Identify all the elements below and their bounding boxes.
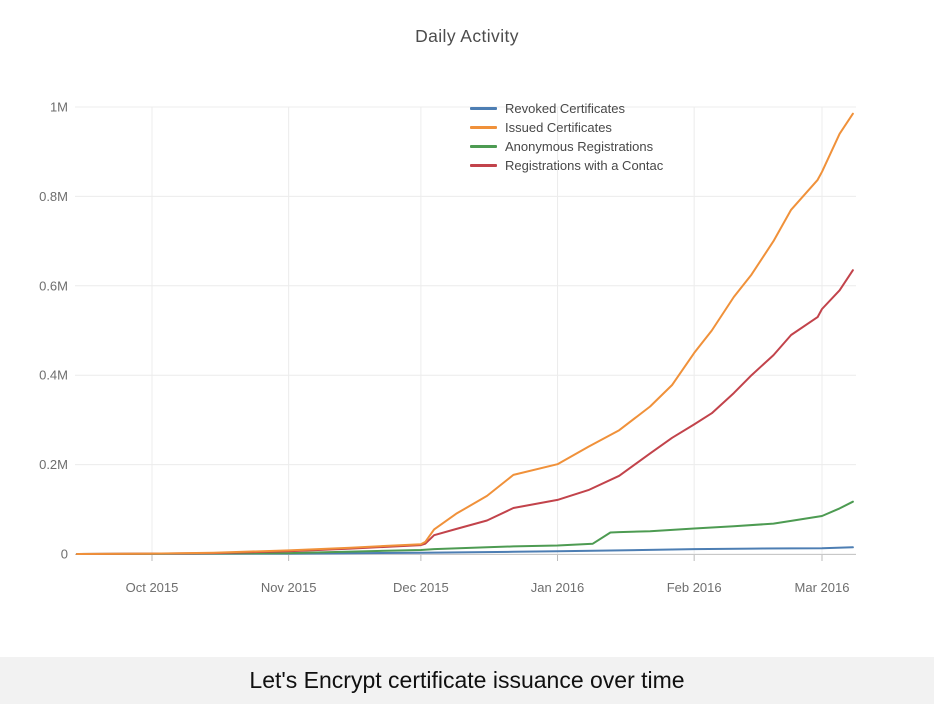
caption-bar: Let's Encrypt certificate issuance over … <box>0 657 934 704</box>
legend-line-swatch <box>470 145 497 148</box>
y-tick-label: 0 <box>61 547 68 562</box>
x-tick-label: Nov 2015 <box>261 580 317 595</box>
legend-line-swatch <box>470 164 497 167</box>
legend-item-revoked-certificates[interactable]: Revoked Certificates <box>470 99 663 118</box>
y-tick-label: 0.8M <box>39 189 68 204</box>
legend-item-registrations-with-contact[interactable]: Registrations with a Contac <box>470 156 663 175</box>
x-tick-label: Jan 2016 <box>531 580 585 595</box>
chart-title: Daily Activity <box>415 26 519 46</box>
legend-label: Revoked Certificates <box>505 101 625 116</box>
y-tick-label: 0.6M <box>39 278 68 293</box>
caption-text: Let's Encrypt certificate issuance over … <box>249 667 685 693</box>
y-tick-label: 0.2M <box>39 457 68 472</box>
x-tick-label: Feb 2016 <box>667 580 722 595</box>
legend-line-swatch <box>470 107 497 110</box>
series-line-anonymous-registrations <box>76 500 854 555</box>
x-tick-label: Mar 2016 <box>795 580 850 595</box>
legend-line-swatch <box>470 126 497 129</box>
chart-canvas: 0 0.2M 0.4M 0.6M 0.8M 1M Oct 2015 Nov 2015 Dec 2… <box>39 100 856 595</box>
legend-label: Anonymous Registrations <box>505 139 654 154</box>
y-tick-label: 1M <box>50 100 68 115</box>
legend-item-anonymous-registrations[interactable]: Anonymous Registrations <box>470 137 663 156</box>
series-line-registrations-with-a-contac <box>76 269 854 555</box>
series-line-issued-certificates <box>76 112 854 555</box>
x-tick-label: Dec 2015 <box>393 580 449 595</box>
legend-item-issued-certificates[interactable]: Issued Certificates <box>470 118 663 137</box>
legend-label: Registrations with a Contac <box>505 158 664 173</box>
y-tick-label: 0.4M <box>39 368 68 383</box>
chart-legend: Revoked Certificates Issued Certificates… <box>470 99 663 175</box>
x-tick-label: Oct 2015 <box>126 580 179 595</box>
legend-label: Issued Certificates <box>505 120 612 135</box>
